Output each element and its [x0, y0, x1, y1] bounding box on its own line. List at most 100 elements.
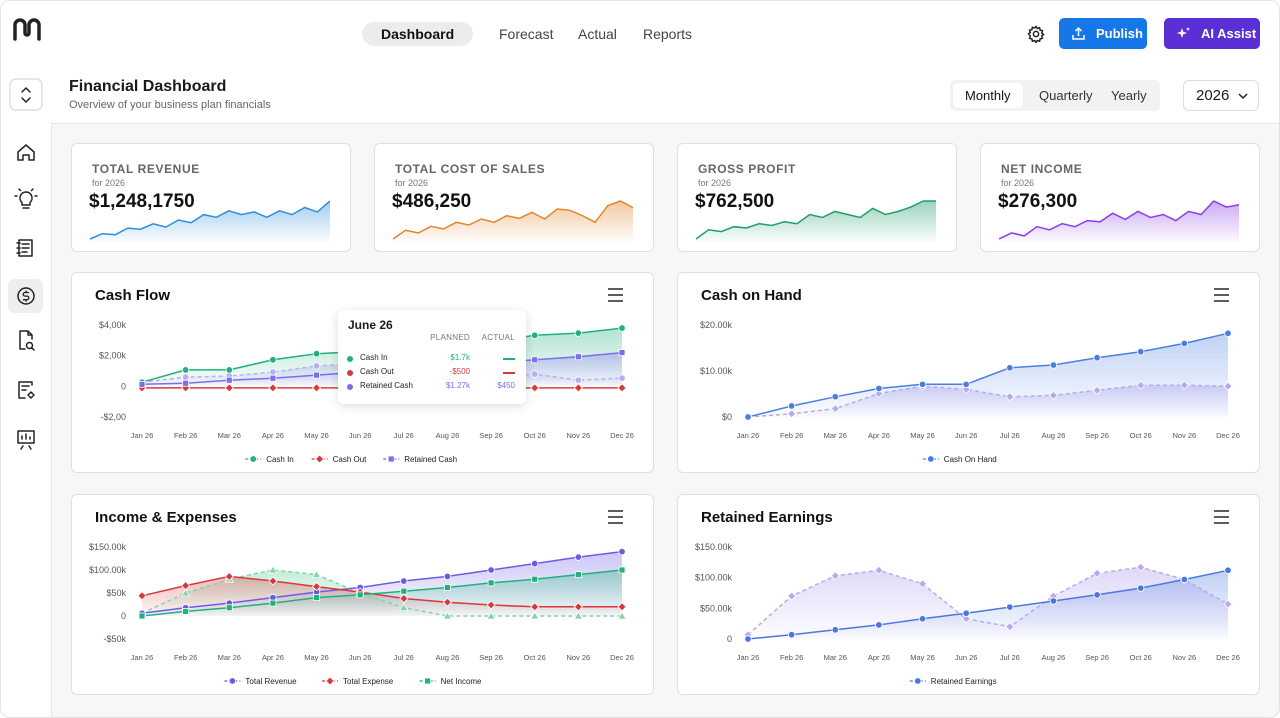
- legend-item[interactable]: Cash Out: [311, 454, 368, 464]
- review-icon[interactable]: [19, 330, 35, 351]
- y-tick-label: $100.00k: [695, 573, 733, 583]
- kpi-value: $1,248,1750: [89, 191, 195, 212]
- sparkline-area: [90, 201, 330, 242]
- period-option[interactable]: Quarterly: [1039, 88, 1093, 103]
- sparkline: [90, 200, 330, 242]
- marker: [1180, 575, 1189, 584]
- legend-item[interactable]: Cash In: [245, 455, 294, 464]
- marker: [917, 579, 928, 589]
- areas: [748, 333, 1228, 417]
- marker: [875, 621, 883, 629]
- chart-menu[interactable]: [1214, 288, 1229, 302]
- nav-tab[interactable]: Dashboard: [362, 22, 474, 46]
- x-tick-label: Feb 26: [174, 653, 197, 662]
- x-tick-label: Oct 26: [1130, 431, 1152, 440]
- kpi-label: NET INCOME: [1001, 162, 1083, 176]
- x-tick-label: Aug 26: [436, 653, 460, 662]
- chart-title: Cash on Hand: [701, 287, 802, 304]
- period-option[interactable]: Monthly: [953, 83, 1023, 108]
- marker: [574, 571, 582, 578]
- marker: [182, 608, 190, 615]
- ai-assist-button[interactable]: AI Assist: [1164, 18, 1260, 49]
- home-icon[interactable]: [17, 144, 35, 161]
- x-tick-label: Jan 26: [737, 431, 760, 440]
- marker: [831, 626, 839, 634]
- nav-tab[interactable]: Forecast: [499, 26, 554, 42]
- legend-item[interactable]: Retained Earnings: [909, 677, 997, 686]
- x-tick-label: Oct 26: [524, 431, 546, 440]
- switch-icon: [21, 87, 31, 103]
- finance-icon[interactable]: [17, 287, 35, 305]
- chart-menu[interactable]: [1214, 510, 1229, 524]
- x-tick-label: Feb 26: [780, 653, 803, 662]
- series-line: [747, 384, 1229, 418]
- x-tick-label: Dec 26: [610, 653, 634, 662]
- marker: [1006, 603, 1014, 611]
- marker: [400, 587, 408, 595]
- publish-button[interactable]: Publish: [1059, 18, 1147, 49]
- marker: [787, 631, 796, 639]
- nav-tab[interactable]: Actual: [578, 26, 617, 42]
- workspace-switch[interactable]: [9, 78, 43, 111]
- x-tick-label: Apr 26: [868, 431, 890, 440]
- kpi-period: for 2026: [698, 178, 732, 188]
- series-area: [748, 333, 1228, 417]
- marker: [573, 383, 583, 393]
- tooltip-title: June 26: [348, 318, 393, 332]
- marker: [787, 402, 796, 410]
- marker: [573, 611, 584, 620]
- chart-menu[interactable]: [608, 510, 623, 524]
- kpi-label: TOTAL REVENUE: [92, 162, 200, 176]
- present-icon[interactable]: [17, 430, 35, 450]
- year-select[interactable]: 2026: [1183, 80, 1259, 111]
- marker: [531, 559, 539, 568]
- x-tick-label: May 26: [304, 431, 329, 440]
- legend-label: Cash In: [266, 455, 294, 464]
- marker: [444, 584, 451, 591]
- period-option[interactable]: Yearly: [1111, 88, 1147, 103]
- page-subtitle: Overview of your business plan financial…: [69, 99, 271, 111]
- legend-item[interactable]: Total Expense: [322, 676, 394, 686]
- x-tick-label: Sep 26: [1085, 431, 1109, 440]
- marker: [1005, 392, 1015, 402]
- marker: [531, 575, 539, 583]
- marker: [486, 611, 496, 620]
- logo[interactable]: [13, 18, 41, 41]
- marker: [831, 393, 839, 401]
- x-tick-label: Jun 26: [349, 431, 372, 440]
- y-tick-label: $20.00k: [700, 320, 733, 330]
- x-tick-label: May 26: [910, 653, 935, 662]
- marker: [1137, 347, 1145, 356]
- publish-icon: [1072, 26, 1085, 40]
- legend-item[interactable]: Retained Cash: [383, 455, 457, 464]
- x-tick-label: Jun 26: [955, 653, 978, 662]
- y-tick-label: 0: [121, 381, 126, 391]
- marker: [182, 379, 190, 387]
- legend-item[interactable]: Total Revenue: [224, 677, 297, 686]
- plan-icon[interactable]: [16, 239, 33, 257]
- sparkline-line: [393, 200, 633, 240]
- marker: [1005, 622, 1015, 632]
- nav-tab[interactable]: Reports: [643, 26, 693, 42]
- markers: [743, 329, 1233, 422]
- chart: -$50k 0 $50k $100.00k $150.00k Jan 26 Feb 26 Ma…: [89, 510, 634, 686]
- y-tick-label: $150.00k: [695, 542, 733, 552]
- kpi-card: TOTAL COST OF SALES for 2026 $486,250: [374, 143, 654, 252]
- x-tick-label: May 26: [910, 431, 935, 440]
- x-tick-label: Mar 26: [218, 653, 241, 662]
- settings-icon[interactable]: [1027, 25, 1045, 43]
- kpi-card: GROSS PROFIT for 2026 $762,500: [677, 143, 957, 252]
- x-tick-label: Apr 26: [262, 653, 284, 662]
- reports-icon[interactable]: [18, 381, 35, 399]
- x-tick-label: Nov 26: [566, 431, 590, 440]
- marker: [1048, 390, 1059, 400]
- lines: [141, 550, 623, 617]
- marker: [531, 356, 539, 364]
- ideas-icon[interactable]: [14, 188, 38, 209]
- marker: [487, 566, 495, 574]
- chart-menu[interactable]: [608, 288, 623, 302]
- legend-item[interactable]: Net Income: [419, 677, 482, 686]
- marker: [1092, 385, 1102, 395]
- x-tick-label: Aug 26: [1042, 653, 1066, 662]
- legend-item[interactable]: Cash On Hand: [922, 455, 997, 464]
